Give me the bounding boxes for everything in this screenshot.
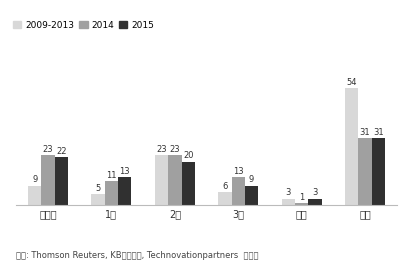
Bar [218, 192, 231, 205]
Text: 20: 20 [183, 151, 193, 160]
Text: 1: 1 [299, 193, 304, 202]
Text: 6: 6 [222, 182, 228, 191]
Text: 31: 31 [373, 128, 384, 136]
Bar [308, 199, 321, 205]
Text: 23: 23 [43, 145, 53, 154]
Bar [92, 194, 105, 205]
Bar [245, 186, 258, 205]
Text: 31: 31 [360, 128, 370, 136]
Text: 23: 23 [156, 145, 167, 154]
Bar [105, 181, 118, 205]
Bar [372, 138, 385, 205]
Bar [155, 155, 168, 205]
Text: 3: 3 [312, 188, 318, 197]
Bar [358, 138, 372, 205]
Bar [41, 155, 55, 205]
Text: 3: 3 [285, 188, 291, 197]
Bar [28, 186, 41, 205]
Text: 13: 13 [119, 167, 130, 176]
Bar [182, 162, 195, 205]
Bar [118, 177, 131, 205]
Text: 22: 22 [56, 147, 67, 156]
Bar [55, 157, 68, 205]
Text: 9: 9 [32, 175, 37, 184]
Text: 5: 5 [96, 184, 101, 193]
Legend: 2009-2013, 2014, 2015: 2009-2013, 2014, 2015 [13, 21, 154, 30]
Text: 54: 54 [346, 78, 357, 87]
Text: 자료: Thomson Reuters, KB투자증권, Technovationpartners  재가공: 자료: Thomson Reuters, KB투자증권, Technovatio… [16, 251, 259, 260]
Bar [282, 199, 295, 205]
Text: 13: 13 [233, 167, 243, 176]
Bar [345, 88, 358, 205]
Bar [295, 203, 308, 205]
Text: 9: 9 [249, 175, 254, 184]
Text: 23: 23 [170, 145, 180, 154]
Text: 11: 11 [106, 171, 117, 180]
Bar [168, 155, 182, 205]
Bar [231, 177, 245, 205]
